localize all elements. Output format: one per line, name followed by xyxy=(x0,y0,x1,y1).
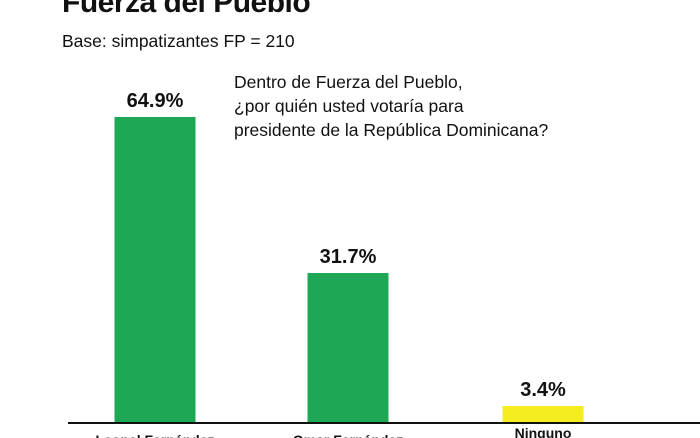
value-label: 31.7% xyxy=(320,246,377,268)
chart-subtitle: Base: simpatizantes FP = 210 xyxy=(62,31,295,51)
category-label: Leonel Fernández xyxy=(95,432,214,438)
bar-3 xyxy=(502,406,584,422)
question-line: presidente de la República Dominicana? xyxy=(234,120,549,140)
value-label: 3.4% xyxy=(520,379,566,401)
category-label: Omar Fernández xyxy=(293,432,403,438)
chart-title: Fuerza del Pueblo xyxy=(62,0,311,19)
category-label: Ninguno xyxy=(515,425,572,438)
value-label: 64.9% xyxy=(127,90,184,112)
question-line: Dentro de Fuerza del Pueblo, xyxy=(234,72,463,92)
bar-2 xyxy=(307,273,389,422)
bar-1 xyxy=(114,116,196,422)
question-line: ¿por quién usted votaría para xyxy=(234,96,464,116)
survey-question: Dentro de Fuerza del Pueblo, ¿por quién … xyxy=(234,70,654,142)
